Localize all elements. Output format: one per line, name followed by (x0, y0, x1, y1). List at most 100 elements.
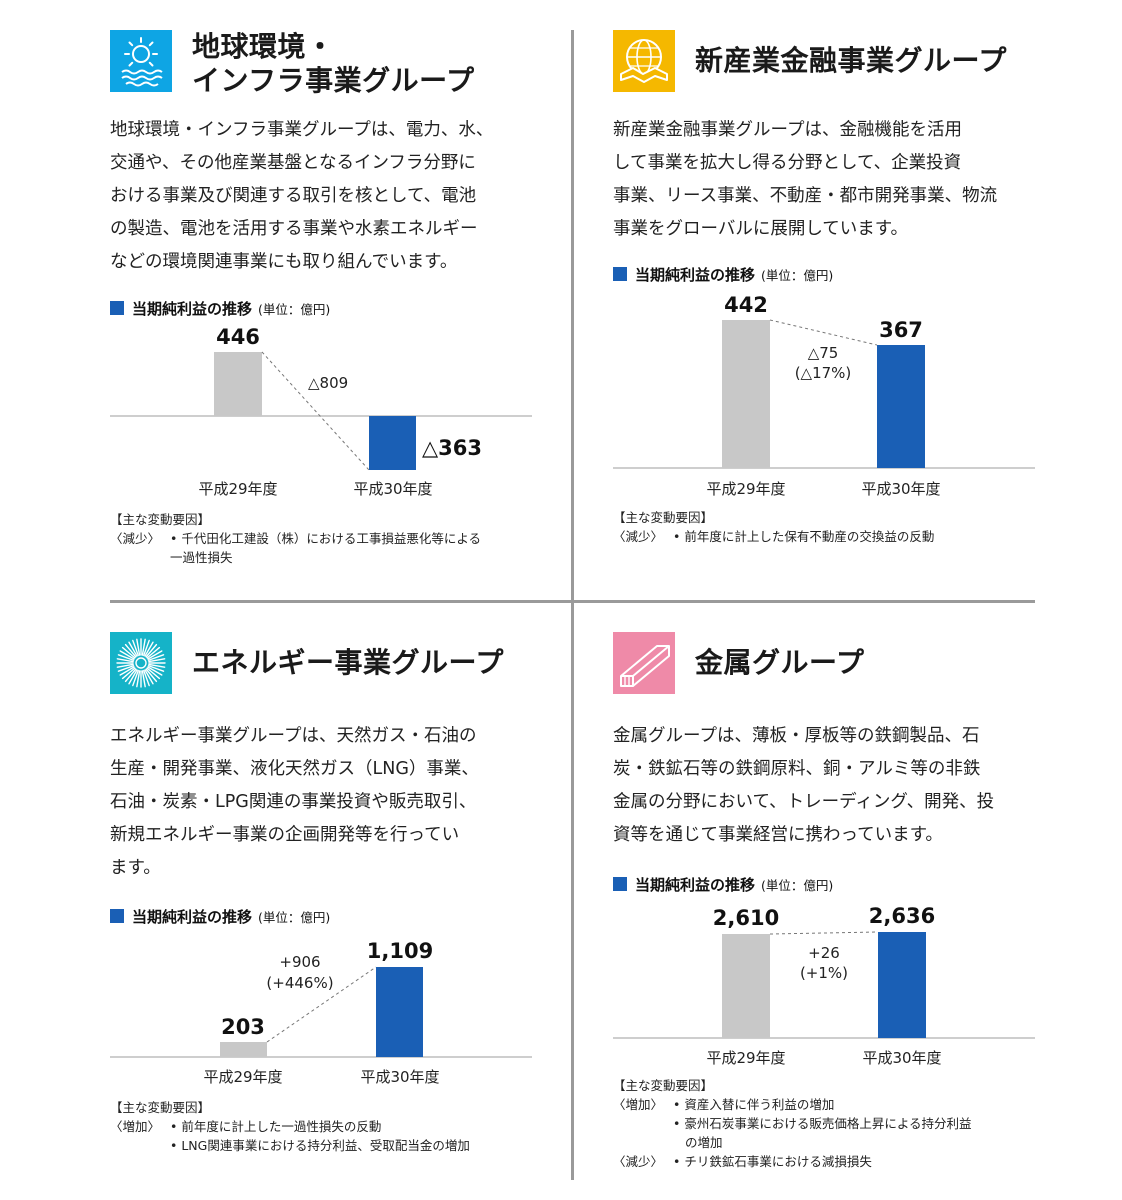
panel-title: 金属グループ (695, 646, 865, 679)
heading-square-icon (613, 877, 627, 891)
category-label-curr: 平成30年度 (862, 1049, 941, 1067)
burst-ray (132, 639, 139, 657)
change-factors: 【主な変動要因】 〈減少〉 • 前年度に計上した保有不動産の交換益の反動 (613, 510, 935, 544)
category-label-curr: 平成30年度 (360, 1068, 439, 1086)
burst-ray (144, 669, 154, 685)
category-label-curr: 平成30年度 (861, 480, 940, 498)
notes-title: 【主な変動要因】 (613, 1078, 714, 1093)
change-factors: 【主な変動要因】 〈増加〉 • 資産入替に伴う利益の増加 • 豪州石炭事業における… (613, 1078, 972, 1169)
burst-ray (121, 646, 136, 659)
value-label-prev: 446 (216, 325, 260, 349)
burst-ray (128, 669, 138, 685)
panel-description: エネルギー事業グループは、天然ガス・石油の 生産・開発事業、液化天然ガス（LNG… (110, 726, 479, 878)
change-label: +26 (808, 944, 840, 962)
sun-over-water-icon (110, 30, 172, 92)
burst-ray (141, 670, 146, 688)
change-connector (261, 351, 370, 471)
chart-3: 203 1,109 +906 (+446%) 平成29年度 平成30年度 (110, 930, 535, 1094)
value-label-curr: 2,636 (869, 904, 935, 928)
burst-ray (148, 663, 166, 668)
burst-ray (124, 668, 137, 683)
value-label-prev: 442 (724, 293, 768, 317)
category-label-prev: 平成29年度 (706, 480, 785, 498)
burst-ray (147, 666, 163, 676)
panel-title: エネルギー事業グループ (192, 646, 504, 679)
heading-square-icon (613, 267, 627, 281)
panel-description: 地球環境・インフラ事業グループは、電力、水、 交通や、その他産業基盤となるインフ… (110, 120, 494, 272)
change-factors: 【主な変動要因】 〈減少〉 • 千代田化工建設（株）における工事損益悪化等による … (110, 512, 481, 565)
change-percent-label: (+446%) (266, 974, 333, 992)
chart-2: 442 367 △75 (△17%) 平成29年度 平成30年度 (613, 288, 1038, 502)
value-label-prev: 2,610 (713, 906, 779, 930)
panel-description: 金属グループは、薄板・厚板等の鉄鋼製品、石 炭・鉄鉱石等の鉄鋼原料、銅・アルミ等… (613, 726, 995, 845)
burst-ray (143, 669, 150, 687)
change-percent-label: (△17%) (795, 364, 852, 382)
burst-ray (143, 639, 150, 657)
burst-ray (116, 658, 134, 663)
burst-ray (136, 638, 141, 656)
bar-prev (722, 934, 770, 1038)
category-label-prev: 平成29年度 (203, 1068, 282, 1086)
chart-4: 2,610 2,636 +26 (+1%) 平成29年度 平成30年度 (613, 898, 1038, 1070)
value-label-curr: △363 (422, 436, 482, 460)
burst-ray (121, 667, 136, 680)
burst-ray (147, 654, 165, 661)
globe-handshake-icon (613, 30, 675, 92)
burst-ray (147, 650, 163, 660)
change-label: +906 (279, 953, 320, 971)
change-label: △75 (808, 344, 839, 362)
burst-ray (147, 665, 165, 672)
panel-description: 新産業金融事業グループは、金融機能を活用 して事業を拡大し得る分野として、企業投… (613, 120, 998, 239)
change-connector (266, 966, 377, 1043)
heading-square-icon (110, 301, 124, 315)
bar-curr (376, 967, 423, 1057)
change-connector (769, 319, 878, 346)
value-label-prev: 203 (221, 1015, 265, 1039)
panel-title: 地球環境・ インフラ事業グループ (192, 30, 475, 97)
chart-heading: 当期純利益の推移 (単位：億円) (110, 298, 330, 319)
change-label: △809 (308, 374, 348, 392)
burst-ray (146, 667, 161, 680)
burst-ray (145, 643, 158, 658)
burst-ray (128, 641, 138, 657)
burst-ray (144, 641, 154, 657)
burst-ray (136, 670, 141, 688)
radiating-burst-icon (110, 632, 172, 694)
category-label-prev: 平成29年度 (706, 1049, 785, 1067)
horizontal-divider (110, 600, 1035, 603)
change-percent-label: (+1%) (800, 964, 848, 982)
bar-prev (214, 352, 262, 416)
panel-title: 新産業金融事業グループ (695, 44, 1007, 77)
notes-title: 【主な変動要因】 (613, 510, 714, 525)
bar-curr (369, 416, 416, 470)
notes-title: 【主な変動要因】 (110, 1100, 211, 1115)
category-label-prev: 平成29年度 (198, 480, 277, 498)
heading-square-icon (110, 909, 124, 923)
bar-curr (878, 932, 926, 1038)
burst-ray (145, 668, 158, 683)
steel-beam-icon (613, 632, 675, 694)
burst-ray (119, 666, 135, 676)
burst-ray (124, 643, 137, 658)
burst-ray (141, 638, 146, 656)
value-label-curr: 1,109 (367, 939, 433, 963)
chart-heading: 当期純利益の推移 (単位：億円) (613, 874, 833, 895)
burst-ray (132, 669, 139, 687)
burst-ray (148, 658, 166, 663)
vertical-divider (571, 30, 574, 1180)
burst-ray (117, 654, 135, 661)
chart-heading: 当期純利益の推移 (単位：億円) (110, 906, 330, 927)
chart-heading: 当期純利益の推移 (単位：億円) (613, 264, 833, 285)
burst-ray (116, 663, 134, 668)
bar-prev (220, 1042, 267, 1057)
notes-title: 【主な変動要因】 (110, 512, 211, 527)
value-label-curr: 367 (879, 318, 923, 342)
category-label-curr: 平成30年度 (353, 480, 432, 498)
change-connector (769, 931, 879, 935)
burst-ray (117, 665, 135, 672)
bar-curr (877, 345, 925, 468)
change-factors: 【主な変動要因】 〈増加〉 • 前年度に計上した一過性損失の反動 • LNG関連事… (110, 1100, 470, 1153)
chart-1: 446 △363 △809 平成29年度 平成30年度 (110, 322, 535, 502)
burst-ray (146, 646, 161, 659)
bar-prev (722, 320, 770, 468)
